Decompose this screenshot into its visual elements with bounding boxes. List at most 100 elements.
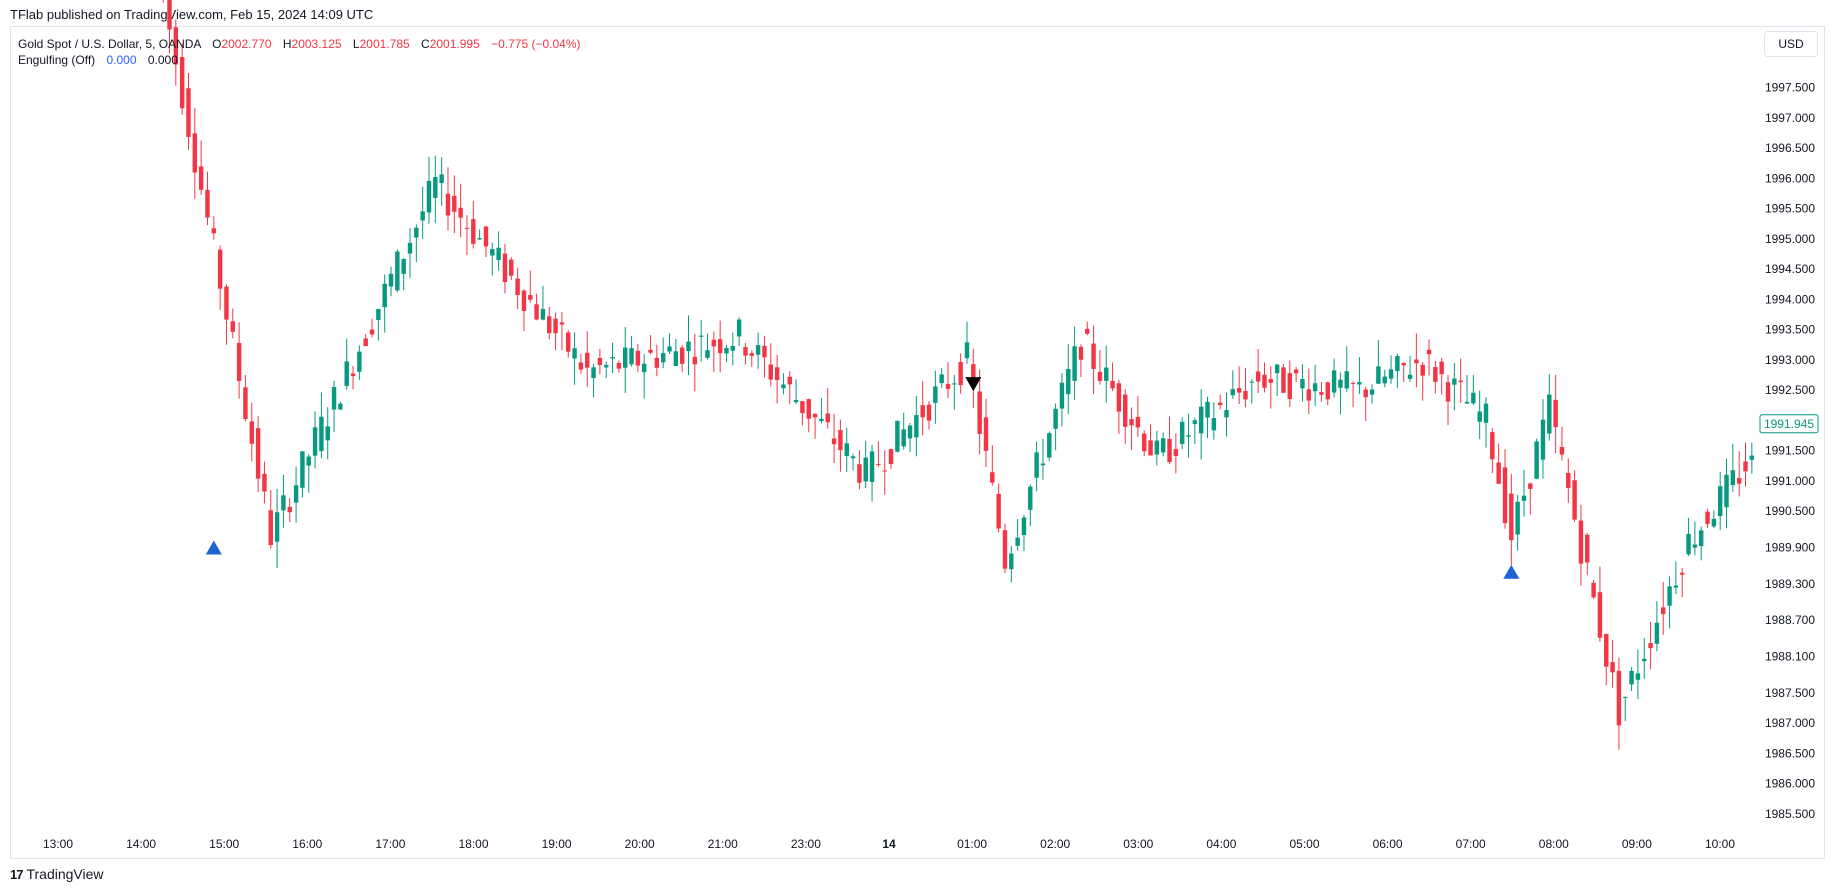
candle: [1142, 430, 1147, 457]
candle: [300, 451, 305, 498]
candle-body: [901, 429, 906, 447]
candle: [1401, 362, 1406, 382]
candle: [452, 175, 457, 234]
candle: [1338, 372, 1343, 415]
candle: [192, 107, 198, 199]
candle: [1085, 321, 1090, 336]
candle: [344, 338, 349, 390]
candle: [363, 333, 368, 347]
candle-body: [1490, 432, 1495, 460]
candle: [1236, 366, 1242, 405]
candle: [534, 293, 539, 321]
candle: [414, 224, 419, 263]
candle: [888, 448, 894, 469]
candle: [1154, 430, 1160, 466]
candle-body: [1445, 382, 1451, 402]
candle-body: [844, 443, 849, 457]
candle: [1585, 532, 1590, 576]
candle: [490, 242, 495, 276]
candle: [1597, 566, 1603, 642]
candle-body: [1312, 383, 1318, 392]
candle: [268, 490, 273, 549]
candle-body: [1369, 389, 1375, 395]
candle: [1312, 364, 1318, 406]
candle-body: [1123, 394, 1128, 427]
candle-body: [1325, 382, 1330, 400]
candle: [1325, 381, 1330, 406]
indicator-name[interactable]: Engulfing (Off): [18, 53, 96, 67]
high-label: H: [282, 37, 292, 51]
candle: [521, 288, 527, 332]
candle-body: [1528, 483, 1533, 489]
candle-body: [1198, 406, 1204, 434]
bullish-engulfing-marker: [1503, 564, 1520, 579]
candle-body: [1471, 392, 1476, 404]
candle: [1426, 339, 1432, 376]
candle-body: [1673, 585, 1679, 588]
chart-frame[interactable]: [10, 26, 1825, 859]
candle-body: [319, 416, 324, 452]
candle: [901, 412, 906, 450]
x-tick-label: 18:00: [458, 837, 488, 851]
candle-body: [749, 353, 755, 356]
candle-body: [363, 338, 368, 347]
candle: [1376, 340, 1381, 384]
candle: [458, 183, 463, 238]
candle-body: [933, 386, 938, 403]
candle: [331, 380, 337, 433]
candle-body: [648, 349, 653, 353]
brand-name[interactable]: TradingView: [26, 866, 104, 882]
candle: [553, 312, 558, 351]
candle: [162, 0, 164, 3]
candle-body: [654, 357, 660, 368]
candle-body: [477, 238, 482, 240]
low-label: L: [352, 37, 360, 51]
candle-body: [610, 357, 615, 359]
candle-body: [831, 438, 837, 445]
candle: [857, 450, 862, 490]
x-tick-label: 10:00: [1705, 837, 1735, 851]
y-tick-label: 1989.900: [1765, 541, 1815, 555]
candle: [1477, 390, 1482, 440]
x-tick-label: 19:00: [542, 837, 572, 851]
candle-body: [673, 351, 679, 366]
candle: [1667, 576, 1672, 629]
candle-body: [1477, 411, 1482, 422]
candle: [1730, 443, 1736, 492]
candle-body: [679, 347, 685, 364]
candle-body: [300, 451, 305, 488]
currency-button[interactable]: USD: [1764, 31, 1818, 57]
candle-body: [1249, 381, 1255, 383]
candle-body: [876, 464, 881, 466]
candle: [1464, 375, 1470, 404]
candle-body: [1116, 383, 1122, 412]
candle: [1382, 369, 1387, 388]
candle: [1350, 381, 1356, 408]
candle-body: [705, 350, 710, 358]
candle: [395, 249, 400, 293]
candle-body: [452, 195, 457, 212]
candle-body: [1604, 633, 1609, 667]
candle-body: [521, 290, 527, 311]
candle: [1654, 601, 1660, 652]
candle: [1167, 416, 1172, 464]
candle-body: [1363, 389, 1368, 398]
candle-body: [179, 57, 185, 109]
candle-body: [591, 367, 596, 379]
candle: [1452, 362, 1457, 411]
candle-body: [1667, 586, 1672, 606]
candle-body: [1230, 389, 1236, 396]
candle: [1072, 326, 1077, 401]
candle: [1300, 364, 1305, 402]
candle: [274, 488, 280, 569]
low-value: 2001.785: [359, 37, 410, 51]
candle-body: [743, 347, 748, 356]
symbol-name[interactable]: Gold Spot / U.S. Dollar, 5, OANDA: [18, 37, 201, 51]
candle: [711, 331, 717, 373]
candle-body: [1047, 433, 1052, 458]
candle-body: [604, 365, 609, 368]
candle: [1623, 696, 1628, 722]
candle: [1148, 424, 1153, 456]
candle-body: [1388, 369, 1394, 379]
